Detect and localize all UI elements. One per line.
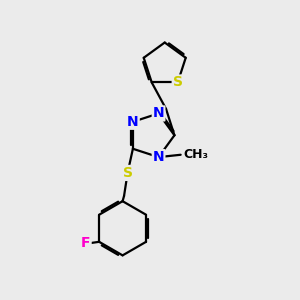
Text: F: F <box>81 236 91 250</box>
Text: N: N <box>153 106 164 120</box>
Text: CH₃: CH₃ <box>184 148 208 161</box>
Text: S: S <box>173 76 183 89</box>
Text: N: N <box>127 115 139 129</box>
Text: S: S <box>123 166 133 180</box>
Text: N: N <box>153 150 164 164</box>
